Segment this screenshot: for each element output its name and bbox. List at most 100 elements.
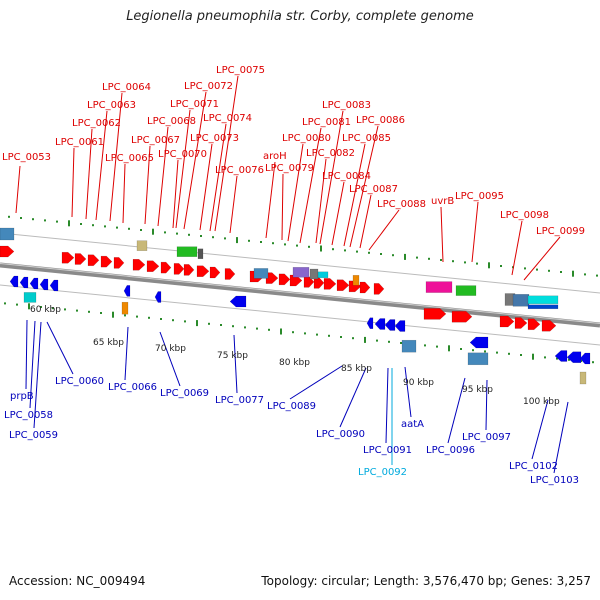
minor-tick: [560, 271, 562, 273]
reverse-gene-arrow: [49, 279, 59, 292]
reverse-gene-arrow: [469, 336, 489, 349]
reverse-gene-label: LPC_0069: [160, 388, 209, 399]
gene-features: [0, 227, 591, 385]
forward-gene-arrow: [373, 283, 385, 295]
forward-leader-line: [175, 109, 191, 229]
scale-ticks: [4, 215, 598, 364]
minor-tick: [248, 239, 250, 242]
reverse-leader-line: [46, 321, 74, 375]
gene-box-steelblue: [512, 294, 530, 307]
reverse-leader-line: [33, 321, 42, 429]
forward-gene-arrow: [499, 315, 515, 328]
reverse-gene-label: LPC_0102: [509, 461, 558, 472]
forward-leader-line: [71, 147, 75, 218]
minor-tick: [88, 310, 90, 313]
minor-tick: [500, 265, 502, 267]
forward-leader-line: [343, 143, 366, 247]
reverse-gene-label: LPC_0097: [462, 432, 511, 443]
genome-stats-text: Topology: circular; Length: 3,576,470 bp…: [261, 574, 591, 588]
minor-tick: [20, 217, 22, 219]
forward-gene-arrow: [183, 264, 195, 276]
forward-leader-line: [511, 220, 523, 276]
minor-tick: [344, 249, 346, 252]
reverse-gene-arrow: [229, 295, 247, 308]
minor-tick: [484, 350, 486, 353]
forward-leader-line: [319, 110, 344, 245]
reverse-leader-line: [485, 379, 488, 431]
scale-label: 70 kbp: [155, 344, 186, 354]
forward-gene-label: LPC_0053: [2, 152, 51, 163]
minor-tick: [340, 336, 342, 338]
forward-gene-label: LPC_0087: [349, 184, 398, 195]
minor-tick: [496, 351, 498, 354]
reverse-leader-line: [553, 401, 569, 474]
forward-gene-label: LPC_0086: [356, 115, 405, 126]
forward-leader-line: [229, 175, 238, 234]
forward-gene-arrow: [113, 257, 125, 269]
minor-tick: [116, 226, 118, 229]
gene-labels: LPC_0053 LPC_0061 LPC_0062 LPC_0063 LPC_0064…: [2, 65, 585, 486]
gene-box-cyan: [527, 295, 559, 305]
major-tick: [68, 220, 70, 227]
forward-leader-line: [214, 75, 239, 232]
forward-leader-line: [359, 194, 372, 249]
forward-gene-label: LPC_0061: [55, 137, 104, 148]
minor-tick: [128, 227, 130, 230]
forward-gene-label: LPC_0070: [158, 149, 207, 160]
forward-leader-line: [157, 126, 169, 227]
forward-gene-label: LPC_0095: [455, 191, 504, 202]
minor-tick: [260, 241, 262, 243]
forward-gene-arrow: [541, 319, 557, 332]
reverse-gene-arrow: [9, 275, 19, 288]
minor-tick: [520, 354, 522, 356]
minor-tick: [400, 342, 402, 344]
minor-tick: [308, 245, 310, 248]
minor-tick: [188, 233, 190, 236]
reverse-gene-label: LPC_0058: [4, 410, 53, 421]
reverse-leader-line: [385, 367, 389, 444]
forward-gene-label: LPC_0071: [170, 99, 219, 110]
genome-backbone: [0, 232, 600, 346]
forward-gene-arrow: [527, 318, 541, 331]
forward-gene-arrow: [0, 245, 15, 258]
genome-backbone-line: [0, 262, 600, 328]
reverse-gene-label: LPC_0060: [55, 376, 104, 387]
minor-tick: [76, 309, 78, 312]
minor-tick: [176, 232, 178, 235]
minor-tick: [356, 250, 358, 253]
minor-tick: [212, 236, 214, 239]
forward-leader-line: [440, 206, 444, 263]
gene-box-cyan: [23, 292, 37, 303]
gene-box-orange: [352, 275, 360, 286]
backbone-highlight: [0, 263, 600, 324]
minor-tick: [472, 349, 474, 352]
minor-tick: [224, 237, 226, 240]
minor-tick: [416, 256, 418, 259]
reverse-leader-line: [233, 334, 238, 394]
forward-leader-line: [523, 236, 561, 281]
reverse-gene-arrow: [154, 291, 162, 303]
scale-label: 95 kbp: [462, 385, 493, 395]
forward-leader-line: [109, 92, 123, 222]
scale-label: 60 kbp: [30, 305, 61, 315]
reverse-gene-arrow: [579, 352, 591, 365]
gene-box-steelblue: [0, 227, 15, 241]
forward-gene-label: LPC_0062: [72, 118, 121, 129]
forward-gene-arrow: [74, 253, 87, 265]
scale-label: 75 kbp: [217, 351, 248, 361]
minor-tick: [556, 357, 558, 360]
forward-leader-line: [122, 163, 126, 224]
forward-gene-label: LPC_0098: [500, 210, 549, 221]
major-tick: [404, 253, 406, 260]
minor-tick: [568, 358, 570, 361]
forward-gene-arrow: [87, 254, 100, 267]
scale-label: 90 kbp: [403, 378, 434, 388]
forward-gene-label: LPC_0068: [147, 116, 196, 127]
reverse-gene-label: aatA: [401, 419, 424, 430]
minor-tick: [40, 306, 42, 308]
gene-box-green: [176, 246, 198, 257]
reverse-gene-arrow: [39, 278, 49, 291]
forward-leader-line: [15, 165, 21, 214]
forward-leader-line: [199, 143, 213, 231]
minor-tick: [380, 253, 382, 255]
